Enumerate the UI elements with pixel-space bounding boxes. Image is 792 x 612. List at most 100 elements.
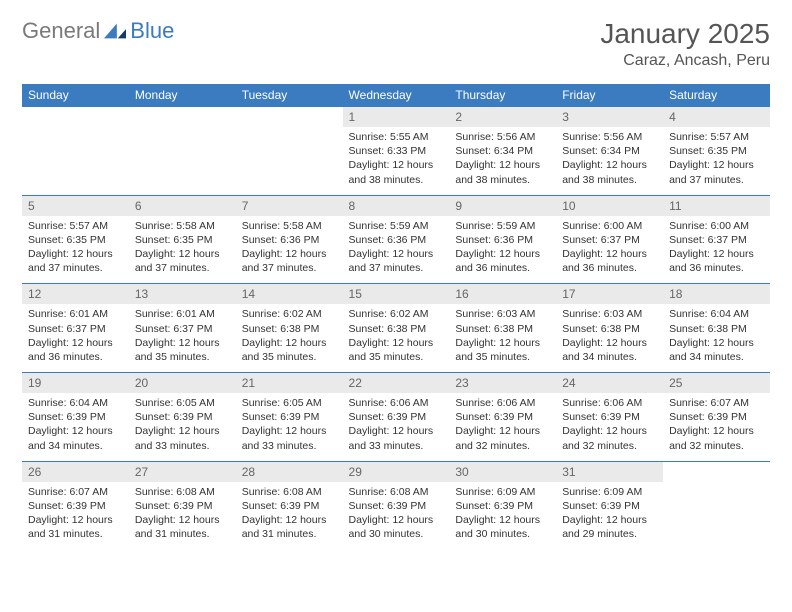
day-number-cell <box>236 107 343 128</box>
sunrise-line: Sunrise: 6:06 AM <box>349 396 444 410</box>
day-number-cell: 5 <box>22 195 129 216</box>
day-content-cell: Sunrise: 6:04 AMSunset: 6:39 PMDaylight:… <box>22 393 129 461</box>
day-content-cell: Sunrise: 6:07 AMSunset: 6:39 PMDaylight:… <box>663 393 770 461</box>
dayhead-fri: Friday <box>556 84 663 107</box>
day-number: 16 <box>455 287 468 301</box>
day-number-cell <box>663 461 770 482</box>
sunset-line: Sunset: 6:37 PM <box>669 233 764 247</box>
sunset-line: Sunset: 6:35 PM <box>669 144 764 158</box>
day-number: 23 <box>455 376 468 390</box>
day-number: 3 <box>562 110 569 124</box>
day-number: 6 <box>135 199 142 213</box>
week-number-row: 262728293031 <box>22 461 770 482</box>
title-block: January 2025 Caraz, Ancash, Peru <box>600 18 770 70</box>
day-number: 18 <box>669 287 682 301</box>
location-label: Caraz, Ancash, Peru <box>600 52 770 70</box>
day-content-cell: Sunrise: 5:57 AMSunset: 6:35 PMDaylight:… <box>22 216 129 284</box>
day-number-cell: 19 <box>22 373 129 394</box>
day-number: 11 <box>669 199 681 213</box>
day-content-cell: Sunrise: 6:01 AMSunset: 6:37 PMDaylight:… <box>22 304 129 372</box>
day-number-cell: 15 <box>343 284 450 305</box>
day-content-cell: Sunrise: 6:06 AMSunset: 6:39 PMDaylight:… <box>556 393 663 461</box>
sunset-line: Sunset: 6:39 PM <box>135 410 230 424</box>
day-content-cell: Sunrise: 6:08 AMSunset: 6:39 PMDaylight:… <box>236 482 343 550</box>
daylight-line: Daylight: 12 hours and 31 minutes. <box>135 513 230 541</box>
daylight-line: Daylight: 12 hours and 32 minutes. <box>669 424 764 452</box>
day-number: 1 <box>349 110 356 124</box>
day-number-cell: 20 <box>129 373 236 394</box>
day-number-cell: 8 <box>343 195 450 216</box>
day-number-cell: 10 <box>556 195 663 216</box>
day-number: 24 <box>562 376 575 390</box>
day-number-cell: 14 <box>236 284 343 305</box>
day-content-cell: Sunrise: 6:01 AMSunset: 6:37 PMDaylight:… <box>129 304 236 372</box>
sunrise-line: Sunrise: 6:00 AM <box>562 219 657 233</box>
sunrise-line: Sunrise: 6:08 AM <box>349 485 444 499</box>
day-number-cell: 23 <box>449 373 556 394</box>
sunrise-line: Sunrise: 5:58 AM <box>135 219 230 233</box>
day-header-row: Sunday Monday Tuesday Wednesday Thursday… <box>22 84 770 107</box>
day-content-cell: Sunrise: 6:06 AMSunset: 6:39 PMDaylight:… <box>449 393 556 461</box>
daylight-line: Daylight: 12 hours and 33 minutes. <box>349 424 444 452</box>
week-content-row: Sunrise: 6:07 AMSunset: 6:39 PM Daylight:… <box>22 482 770 550</box>
sunset-line: Sunset: 6:39 PM <box>28 499 123 513</box>
sunrise-line: Sunrise: 6:07 AM <box>669 396 764 410</box>
sunset-line: Sunset: 6:39 PM <box>562 410 657 424</box>
daylight-line: Daylight: 12 hours and 38 minutes. <box>455 158 550 186</box>
daylight-line: Daylight: 12 hours and 36 minutes. <box>562 247 657 275</box>
day-number-cell: 27 <box>129 461 236 482</box>
day-number-cell <box>22 107 129 128</box>
day-number: 27 <box>135 465 148 479</box>
sunset-line: Sunset: 6:39 PM <box>28 410 123 424</box>
day-content-cell: Sunrise: 6:00 AMSunset: 6:37 PMDaylight:… <box>663 216 770 284</box>
daylight-line: Daylight: 12 hours and 36 minutes. <box>28 336 123 364</box>
day-content-cell: Sunrise: 5:55 AMSunset: 6:33 PMDaylight:… <box>343 127 450 195</box>
day-number-cell: 17 <box>556 284 663 305</box>
day-content-cell: Sunrise: 6:08 AMSunset: 6:39 PMDaylight:… <box>129 482 236 550</box>
daylight-line: Daylight: 12 hours and 35 minutes. <box>135 336 230 364</box>
sunset-line: Sunset: 6:39 PM <box>669 410 764 424</box>
sunrise-line: Sunrise: 5:58 AM <box>242 219 337 233</box>
day-number: 26 <box>28 465 41 479</box>
daylight-line: Daylight: 12 hours and 30 minutes. <box>349 513 444 541</box>
daylight-line: Daylight: 12 hours and 30 minutes. <box>455 513 550 541</box>
sunset-line: Sunset: 6:37 PM <box>135 322 230 336</box>
day-number-cell: 3 <box>556 107 663 128</box>
day-number: 8 <box>349 199 356 213</box>
day-number-cell: 9 <box>449 195 556 216</box>
sunrise-line: Sunrise: 5:57 AM <box>669 130 764 144</box>
brand-logo: General Blue <box>22 18 174 44</box>
day-content-cell: Sunrise: 5:58 AMSunset: 6:36 PMDaylight:… <box>236 216 343 284</box>
day-number-cell: 24 <box>556 373 663 394</box>
week-content-row: Sunrise: 6:01 AMSunset: 6:37 PMDaylight:… <box>22 304 770 372</box>
day-number-cell: 31 <box>556 461 663 482</box>
dayhead-mon: Monday <box>129 84 236 107</box>
day-content-cell: Sunrise: 6:09 AMSunset: 6:39 PMDaylight:… <box>556 482 663 550</box>
day-content-cell: Sunrise: 5:58 AMSunset: 6:35 PMDaylight:… <box>129 216 236 284</box>
sunrise-line: Sunrise: 6:07 AM <box>28 485 123 499</box>
day-content-cell: Sunrise: 6:05 AMSunset: 6:39 PMDaylight:… <box>236 393 343 461</box>
daylight-line: Daylight: 12 hours and 33 minutes. <box>135 424 230 452</box>
daylight-line: Daylight: 12 hours and 37 minutes. <box>349 247 444 275</box>
day-number: 12 <box>28 287 41 301</box>
sunrise-line: Sunrise: 5:57 AM <box>28 219 123 233</box>
day-content-cell: Sunrise: 6:09 AMSunset: 6:39 PMDaylight:… <box>449 482 556 550</box>
day-number-cell: 16 <box>449 284 556 305</box>
day-number: 5 <box>28 199 35 213</box>
sunrise-line: Sunrise: 6:08 AM <box>135 485 230 499</box>
daylight-line: Daylight: 12 hours and 38 minutes. <box>562 158 657 186</box>
day-number: 31 <box>562 465 575 479</box>
day-number-cell: 4 <box>663 107 770 128</box>
sunset-line: Sunset: 6:38 PM <box>349 322 444 336</box>
day-number-cell: 29 <box>343 461 450 482</box>
day-content-cell: Sunrise: 6:00 AMSunset: 6:37 PMDaylight:… <box>556 216 663 284</box>
sunrise-line: Sunrise: 5:56 AM <box>455 130 550 144</box>
day-number-cell: 18 <box>663 284 770 305</box>
daylight-line: Daylight: 12 hours and 34 minutes. <box>28 424 123 452</box>
day-content-cell: Sunrise: 6:03 AMSunset: 6:38 PMDaylight:… <box>556 304 663 372</box>
sunrise-line: Sunrise: 6:09 AM <box>455 485 550 499</box>
sunrise-line: Sunrise: 5:59 AM <box>349 219 444 233</box>
sunset-line: Sunset: 6:38 PM <box>669 322 764 336</box>
sunset-line: Sunset: 6:35 PM <box>135 233 230 247</box>
day-content-cell <box>663 482 770 550</box>
